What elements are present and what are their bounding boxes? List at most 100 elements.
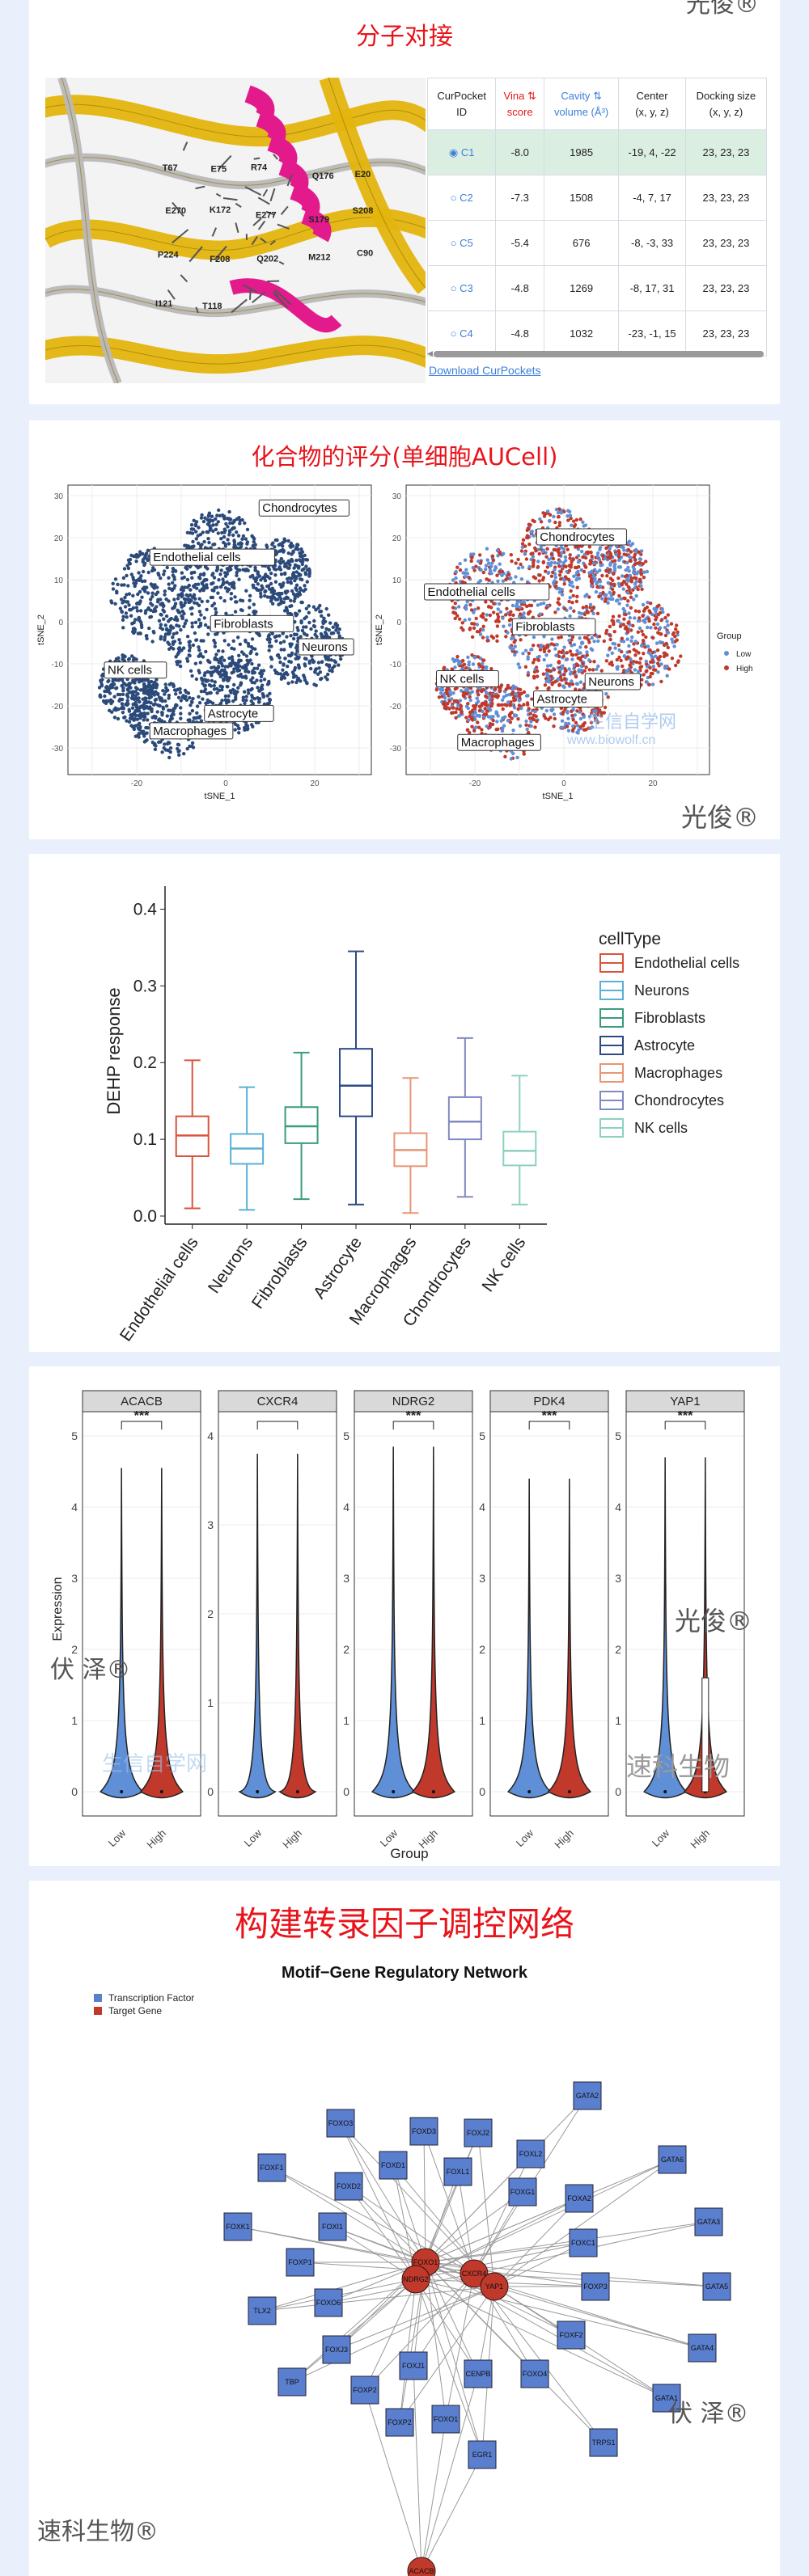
- cell-point: [240, 665, 244, 669]
- cell-id[interactable]: ◉ C1: [427, 129, 497, 175]
- pocket-row[interactable]: ○ C2 -7.3 1508 -4, 7, 17 23, 23, 23: [427, 175, 767, 221]
- cell-point: [253, 565, 257, 570]
- cell-point: [471, 565, 475, 570]
- cell-point: [633, 653, 637, 657]
- cell-point: [192, 716, 196, 720]
- cell-point: [497, 602, 502, 606]
- cell-point: [260, 586, 265, 590]
- pocket-row[interactable]: ○ C5 -5.4 676 -8, -3, 33 23, 23, 23: [427, 220, 767, 266]
- table-scrollbar[interactable]: [434, 351, 764, 357]
- target-node: [407, 2557, 436, 2576]
- cell-point: [300, 628, 305, 633]
- cell-point: [467, 660, 471, 665]
- cell-point: [150, 594, 155, 599]
- y-tick-label: 0: [58, 619, 63, 627]
- cell-point: [180, 609, 184, 614]
- cell-point: [592, 640, 596, 644]
- cell-point: [317, 666, 321, 670]
- cell-id[interactable]: ○ C5: [427, 220, 497, 266]
- cell-point: [513, 638, 517, 643]
- cell-point: [218, 674, 222, 678]
- residue-label: Q176: [312, 171, 334, 181]
- cell-point: [524, 723, 528, 727]
- cell-point: [189, 523, 194, 527]
- cell-point: [502, 624, 506, 628]
- column-header-2[interactable]: Cavity ⇅ volume (Å³): [544, 78, 620, 130]
- cell-point: [162, 746, 166, 750]
- cell-point: [269, 598, 273, 602]
- cell-point: [551, 556, 556, 561]
- cell-id[interactable]: ○ C3: [427, 265, 497, 311]
- cell-point: [305, 580, 309, 584]
- cell-point: [199, 516, 204, 520]
- cell-point: [201, 682, 205, 686]
- cell-point: [549, 674, 553, 678]
- column-header-1[interactable]: Vina ⇅ score: [495, 78, 545, 130]
- pocket-row[interactable]: ◉ C1 -8.0 1985 -19, 4, -22 23, 23, 23: [427, 129, 767, 175]
- cell-id[interactable]: ○ C4: [427, 310, 497, 357]
- cell-point: [620, 583, 624, 587]
- cell-point: [527, 651, 531, 656]
- cell-point: [670, 637, 674, 641]
- cell-point: [176, 650, 181, 655]
- violin-low: [642, 1457, 688, 1799]
- cell-point: [167, 647, 172, 651]
- cell-point: [178, 690, 183, 695]
- cell-point: [650, 655, 654, 660]
- cell-point: [532, 575, 536, 579]
- cell-point: [562, 578, 566, 582]
- cell-point: [180, 614, 184, 619]
- cell-point: [265, 545, 269, 549]
- significance-stars: ***: [678, 1409, 693, 1423]
- cell-size: 23, 23, 23: [684, 265, 767, 311]
- download-curpockets-link[interactable]: Download CurPockets: [429, 364, 541, 377]
- x-tick-label: High: [688, 1827, 712, 1852]
- legend-label: Endothelial cells: [634, 955, 739, 971]
- ligand-bond: [188, 246, 203, 263]
- cell-point: [509, 576, 513, 581]
- y-tick-label: -10: [390, 661, 402, 669]
- cell-point: [235, 530, 239, 534]
- cell-point: [155, 600, 160, 604]
- cell-point: [575, 585, 579, 589]
- cell-point: [452, 699, 457, 703]
- cell-score: -4.8: [495, 265, 545, 311]
- cell-point: [488, 613, 493, 618]
- cell-point: [509, 553, 513, 557]
- edge: [423, 2130, 426, 2263]
- cell-point: [298, 558, 302, 562]
- cell-point: [294, 558, 299, 563]
- cell-point: [120, 684, 124, 688]
- cell-point: [665, 665, 669, 669]
- x-tick-label: High: [552, 1827, 576, 1852]
- cell-point: [272, 589, 277, 593]
- cell-point: [307, 567, 311, 571]
- cell-point: [129, 614, 133, 618]
- cell-point: [190, 612, 194, 616]
- cell-point: [226, 685, 230, 689]
- cell-point: [617, 602, 621, 606]
- edge: [340, 2122, 426, 2263]
- cell-point: [570, 709, 574, 713]
- cell-point: [238, 568, 242, 572]
- cell-point: [488, 708, 493, 712]
- cell-point: [189, 571, 193, 576]
- cell-point: [503, 703, 507, 707]
- cell-point: [544, 668, 549, 672]
- cell-point: [549, 552, 553, 556]
- cell-point: [220, 664, 225, 668]
- tf-node-label: FOXD1: [381, 2161, 405, 2169]
- pocket-row[interactable]: ○ C3 -4.8 1269 -8, 17, 31 23, 23, 23: [427, 265, 767, 311]
- cell-point: [662, 654, 667, 659]
- cell-point: [490, 702, 494, 706]
- column-header-0: CurPocket ID: [427, 78, 497, 130]
- cell-point: [615, 657, 619, 662]
- cell-id[interactable]: ○ C2: [427, 175, 497, 221]
- cell-point: [203, 683, 207, 687]
- scroll-left-arrow[interactable]: ◀: [427, 349, 433, 357]
- tf-node-label: FOXG1: [510, 2188, 536, 2196]
- tf-node: [464, 2359, 493, 2388]
- cell-point: [475, 623, 480, 627]
- pocket-row[interactable]: ○ C4 -4.8 1032 -23, -1, 15 23, 23, 23: [427, 310, 767, 357]
- cell-point: [526, 694, 530, 698]
